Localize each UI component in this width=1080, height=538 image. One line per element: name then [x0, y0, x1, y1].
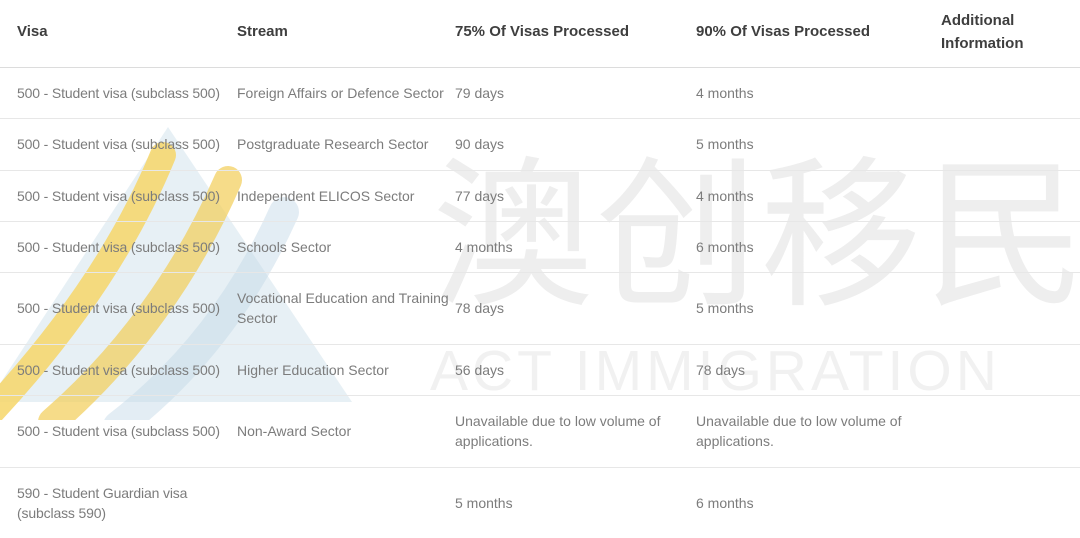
cell-stream: Non-Award Sector: [237, 396, 455, 468]
cell-75-processed: Unavailable due to low volume of applica…: [455, 396, 696, 468]
table-row: 500 - Student visa (subclass 500)Higher …: [0, 344, 1080, 395]
column-header-visa: Visa: [0, 0, 237, 68]
cell-visa: 500 - Student visa (subclass 500): [0, 396, 237, 468]
cell-90-processed: 6 months: [696, 221, 941, 272]
cell-additional-information: [941, 119, 1080, 170]
cell-90-processed: 4 months: [696, 68, 941, 119]
cell-90-processed: Unavailable due to low volume of applica…: [696, 396, 941, 468]
cell-90-processed: 5 months: [696, 273, 941, 345]
cell-visa: 500 - Student visa (subclass 500): [0, 221, 237, 272]
cell-stream: Vocational Education and Training Sector: [237, 273, 455, 345]
cell-stream: Independent ELICOS Sector: [237, 170, 455, 221]
cell-additional-information: [941, 467, 1080, 538]
table-body: 500 - Student visa (subclass 500)Foreign…: [0, 68, 1080, 538]
column-header-stream: Stream: [237, 0, 455, 68]
cell-stream: Higher Education Sector: [237, 344, 455, 395]
table-row: 500 - Student visa (subclass 500)Non-Awa…: [0, 396, 1080, 468]
cell-90-processed: 5 months: [696, 119, 941, 170]
cell-stream: Foreign Affairs or Defence Sector: [237, 68, 455, 119]
table-row: 590 - Student Guardian visa (subclass 59…: [0, 467, 1080, 538]
cell-visa: 500 - Student visa (subclass 500): [0, 68, 237, 119]
cell-stream: Postgraduate Research Sector: [237, 119, 455, 170]
cell-visa: 500 - Student visa (subclass 500): [0, 170, 237, 221]
column-header-additional-information: Additional Information: [941, 0, 1080, 68]
cell-75-processed: 90 days: [455, 119, 696, 170]
column-header-90-processed: 90% Of Visas Processed: [696, 0, 941, 68]
cell-visa: 500 - Student visa (subclass 500): [0, 119, 237, 170]
cell-additional-information: [941, 170, 1080, 221]
table-row: 500 - Student visa (subclass 500)Vocatio…: [0, 273, 1080, 345]
cell-90-processed: 4 months: [696, 170, 941, 221]
cell-additional-information: [941, 396, 1080, 468]
cell-90-processed: 78 days: [696, 344, 941, 395]
cell-stream: [237, 467, 455, 538]
cell-90-processed: 6 months: [696, 467, 941, 538]
table-row: 500 - Student visa (subclass 500)Schools…: [0, 221, 1080, 272]
table-row: 500 - Student visa (subclass 500)Indepen…: [0, 170, 1080, 221]
cell-75-processed: 56 days: [455, 344, 696, 395]
cell-75-processed: 4 months: [455, 221, 696, 272]
cell-stream: Schools Sector: [237, 221, 455, 272]
table-header: Visa Stream 75% Of Visas Processed 90% O…: [0, 0, 1080, 68]
cell-additional-information: [941, 68, 1080, 119]
cell-75-processed: 79 days: [455, 68, 696, 119]
cell-visa: 500 - Student visa (subclass 500): [0, 344, 237, 395]
cell-visa: 590 - Student Guardian visa (subclass 59…: [0, 467, 237, 538]
cell-additional-information: [941, 344, 1080, 395]
cell-additional-information: [941, 221, 1080, 272]
column-header-75-processed: 75% Of Visas Processed: [455, 0, 696, 68]
cell-75-processed: 78 days: [455, 273, 696, 345]
cell-visa: 500 - Student visa (subclass 500): [0, 273, 237, 345]
table-row: 500 - Student visa (subclass 500)Foreign…: [0, 68, 1080, 119]
cell-75-processed: 5 months: [455, 467, 696, 538]
table-row: 500 - Student visa (subclass 500)Postgra…: [0, 119, 1080, 170]
cell-additional-information: [941, 273, 1080, 345]
table-header-row: Visa Stream 75% Of Visas Processed 90% O…: [0, 0, 1080, 68]
cell-75-processed: 77 days: [455, 170, 696, 221]
